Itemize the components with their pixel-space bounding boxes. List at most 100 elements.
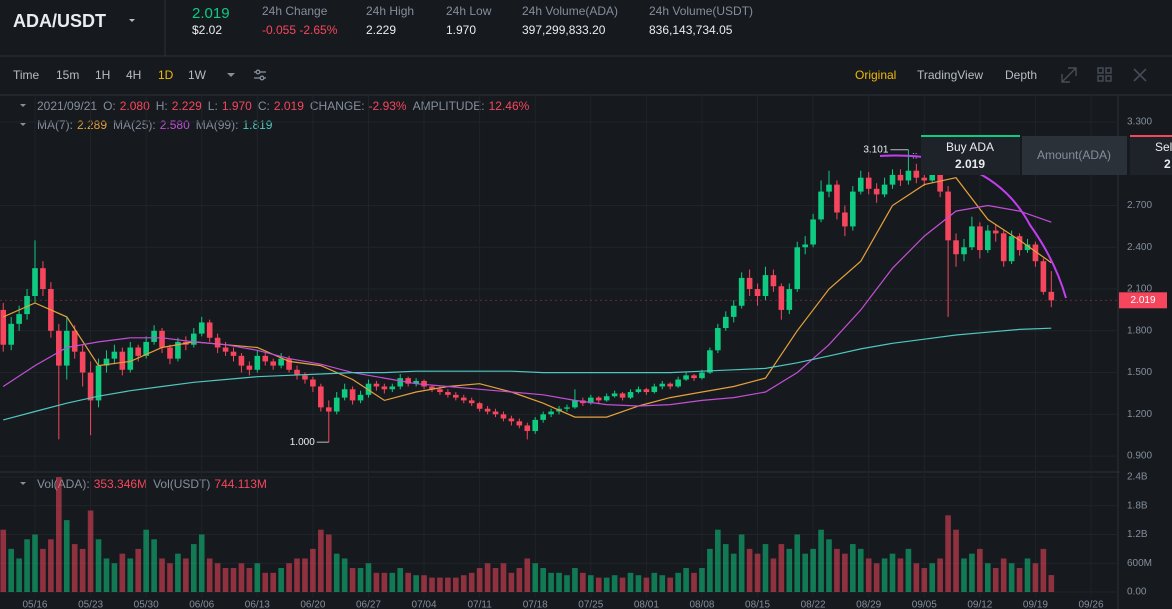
more-intervals[interactable]: [227, 73, 235, 77]
y-tick-label: 2.700: [1127, 200, 1152, 211]
volume-bar: [707, 548, 713, 592]
view-tab[interactable]: TradingView: [917, 68, 983, 82]
interval-tab[interactable]: 1H: [95, 68, 110, 82]
layout-icon[interactable]: [1097, 67, 1112, 82]
candle-body: [619, 393, 626, 398]
candle-body: [79, 351, 86, 373]
fullscreen-icon[interactable]: [1061, 67, 1077, 83]
y-tick-label: 0.900: [1127, 451, 1152, 462]
view-tab[interactable]: Depth: [1005, 68, 1037, 82]
candle-body: [476, 403, 483, 409]
volume-bar: [730, 553, 737, 592]
candle-body: [1000, 233, 1007, 262]
candle-body: [0, 309, 7, 345]
candle-body: [611, 393, 618, 397]
interval-tab: Time: [13, 68, 40, 82]
candle-body: [389, 386, 396, 390]
vol-legend-value: 353.346M: [94, 477, 147, 491]
high-label: 3.101: [863, 144, 888, 155]
volume-bar: [16, 558, 22, 592]
stat-value: -0.055 -2.65%: [262, 23, 338, 37]
stat-value: 2.229: [366, 23, 396, 37]
volume-bar: [850, 544, 856, 592]
candle-body: [516, 421, 523, 426]
volume-bar: [151, 539, 157, 592]
volume-bar: [572, 568, 578, 592]
volume-bar: [580, 572, 586, 592]
candle-body: [198, 322, 205, 334]
interval-tab[interactable]: 1D: [158, 68, 174, 82]
candle-body: [762, 275, 769, 297]
candle-body: [738, 277, 745, 306]
candle-body: [325, 407, 332, 412]
x-tick-label: 08/22: [801, 600, 826, 609]
volume-bar: [722, 544, 729, 592]
volume-bar: [834, 548, 840, 592]
buy-label[interactable]: Buy ADA: [946, 140, 994, 154]
collapse-icon[interactable]: [20, 482, 26, 485]
candle-body: [40, 268, 46, 290]
interval-tab[interactable]: 1W: [188, 68, 207, 82]
drag-handle[interactable]: ::: [912, 151, 918, 162]
collapse-icon[interactable]: [20, 123, 26, 126]
candle-body: [889, 174, 896, 185]
candle-body: [730, 305, 737, 317]
vol-tick-label: 0.00: [1127, 587, 1147, 598]
candle-body: [270, 361, 277, 366]
y-tick-label: 1.200: [1127, 409, 1152, 420]
last-price-usd: $2.02: [192, 23, 222, 37]
close-icon[interactable]: [1133, 68, 1147, 82]
volume-bar: [302, 558, 308, 592]
candle-body: [1032, 244, 1039, 262]
volume-bar: [71, 544, 78, 592]
volume-bar: [310, 548, 316, 592]
volume-bar: [484, 563, 491, 592]
x-tick-label: 08/29: [856, 600, 881, 609]
candle-body: [135, 347, 142, 356]
view-tab[interactable]: Original: [855, 68, 896, 82]
ma-legend-value: 2.289: [77, 118, 107, 132]
volume-bar: [937, 558, 943, 592]
y-tick-label: 2.400: [1127, 242, 1152, 253]
dropdown-icon[interactable]: [129, 19, 135, 22]
volume-bar: [992, 568, 999, 592]
info-value: 2.080: [120, 99, 150, 113]
candle-body: [246, 365, 253, 370]
candle-body: [318, 386, 324, 408]
interval-tab[interactable]: 4H: [126, 68, 141, 82]
candle-body: [643, 389, 650, 393]
volume-bar: [468, 572, 475, 592]
volume-bar: [985, 563, 991, 592]
candle-body: [722, 316, 729, 329]
y-tick-label: 1.500: [1127, 367, 1152, 378]
sell-label[interactable]: Sel: [1155, 140, 1172, 154]
candle-body: [151, 330, 157, 342]
volume-bar: [135, 548, 142, 592]
settings-icon[interactable]: [254, 69, 266, 81]
volume-bar: [1040, 548, 1047, 592]
candle-body: [341, 389, 348, 398]
sell-box[interactable]: [1130, 136, 1172, 175]
candle-body: [421, 380, 427, 387]
candle-body: [206, 322, 213, 338]
candle-body: [945, 191, 951, 241]
buy-box[interactable]: [921, 136, 1020, 175]
volume-bar: [492, 568, 499, 592]
sell-box-border: [1130, 135, 1172, 137]
volume-bar: [770, 558, 777, 592]
sell-price: 2: [1164, 157, 1171, 171]
candle-body: [230, 351, 237, 356]
vol-tick-label: 1.8B: [1127, 500, 1148, 511]
interval-tab[interactable]: 15m: [56, 68, 79, 82]
candle-body: [56, 330, 62, 366]
volume-bar: [953, 529, 959, 592]
pair[interactable]: ADA/USDT: [13, 11, 106, 31]
candle-body: [429, 386, 435, 390]
collapse-icon[interactable]: [20, 104, 26, 107]
info-value: -2.93%: [369, 99, 407, 113]
candle-body: [95, 365, 102, 401]
vol-tick-label: 1.2B: [1127, 529, 1148, 540]
volume-bar: [897, 558, 904, 592]
amount-box[interactable]: [1022, 136, 1127, 175]
volume-bar: [945, 515, 951, 592]
